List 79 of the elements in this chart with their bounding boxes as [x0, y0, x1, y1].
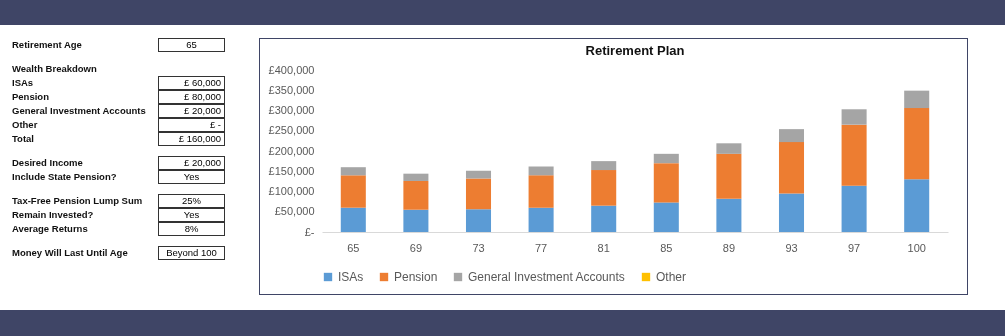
bar [716, 153, 742, 199]
y-tick-label: £400,000 [268, 63, 315, 76]
text: 65 [158, 38, 225, 52]
x-tick-label: 89 [722, 241, 736, 254]
bar [653, 153, 679, 164]
text: £ 20,000 [158, 156, 225, 170]
text: Total [12, 133, 34, 144]
legend-label: Other [656, 270, 687, 284]
y-tick-label: £50,000 [274, 205, 315, 218]
x-tick-label: 97 [847, 241, 861, 254]
y-tick-label: £150,000 [268, 164, 315, 177]
bar [403, 173, 429, 181]
legend-label: General Investment Accounts [468, 270, 625, 284]
bar [465, 209, 492, 232]
legend-label: Pension [394, 270, 438, 284]
legend-label: ISAs [338, 270, 364, 284]
bar [340, 207, 366, 232]
bar [528, 175, 554, 208]
bar [403, 180, 429, 210]
text: £ 80,000 [158, 90, 225, 104]
x-tick-label: 65 [347, 241, 360, 254]
text: £ 60,000 [158, 76, 225, 90]
text: Beyond 100 [158, 246, 225, 260]
text: Desired Income [12, 157, 83, 168]
x-tick-label: 73 [472, 241, 485, 254]
y-tick-label: £- [304, 225, 315, 238]
text: Yes [158, 208, 225, 222]
bar [716, 198, 742, 232]
text: 25% [158, 194, 225, 208]
text: General Investment Accounts [12, 105, 146, 116]
bar [778, 129, 805, 143]
y-tick-label: £100,000 [268, 185, 315, 197]
text: Include State Pension? [12, 171, 117, 182]
bar [340, 167, 366, 176]
text: Pension [12, 91, 49, 102]
text: 8% [158, 222, 225, 236]
bar [904, 90, 930, 109]
bar [716, 143, 742, 154]
x-tick-label: 85 [660, 241, 673, 254]
bar [528, 166, 554, 176]
bar [465, 178, 492, 210]
text: Money Will Last Until Age [12, 247, 128, 258]
y-tick-label: £300,000 [268, 104, 315, 116]
x-tick-label: 69 [409, 241, 423, 254]
y-tick-label: £200,000 [268, 144, 315, 157]
bar [591, 170, 617, 206]
bar [904, 179, 930, 232]
bar [403, 209, 429, 232]
bar [778, 193, 805, 232]
text: Remain Invested? [12, 209, 94, 220]
bar [904, 108, 930, 180]
y-tick-label: £350,000 [268, 83, 315, 96]
text: Average Returns [12, 223, 88, 234]
text: Wealth Breakdown [12, 63, 97, 74]
bar [591, 205, 617, 232]
bar [841, 109, 867, 125]
bar [653, 202, 679, 232]
bar [841, 185, 867, 232]
x-tick-label: 100 [907, 241, 926, 254]
text: Other [12, 119, 38, 130]
text: Tax-Free Pension Lump Sum [12, 195, 143, 206]
bar [340, 175, 366, 208]
bar [528, 207, 554, 232]
bar [841, 124, 867, 186]
x-tick-label: 93 [785, 241, 798, 254]
x-tick-label: 81 [597, 241, 610, 254]
text: £ 20,000 [158, 104, 225, 118]
text: Yes [158, 170, 225, 184]
text: ISAs [12, 77, 34, 88]
text: Retirement Age [12, 39, 82, 50]
bar [778, 142, 805, 194]
bar [591, 161, 617, 171]
chart-title: Retirement Plan [585, 43, 685, 58]
text: £ - [158, 118, 225, 132]
x-tick-label: 77 [534, 241, 548, 254]
bar [465, 170, 492, 179]
bar [653, 163, 679, 203]
y-tick-label: £250,000 [268, 124, 315, 137]
text: £ 160,000 [158, 132, 225, 146]
